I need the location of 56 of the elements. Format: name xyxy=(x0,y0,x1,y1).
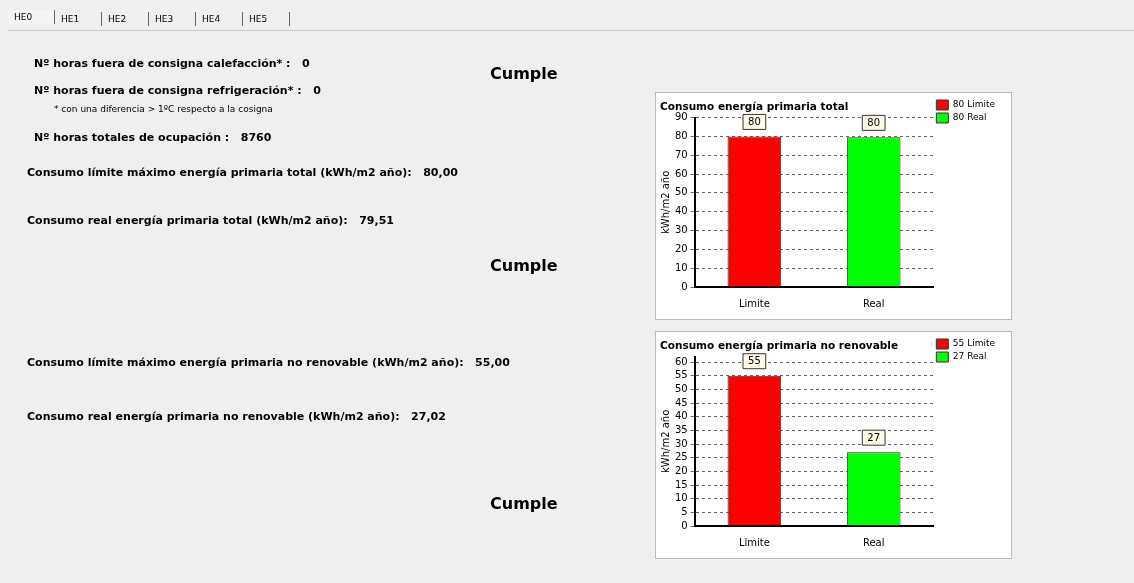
y-tick-label: 0 xyxy=(681,519,688,531)
text: Cumple xyxy=(490,64,558,83)
chart-title: Consumo energía primaria no renovable xyxy=(660,339,899,352)
x-tick-label: Real xyxy=(862,536,885,548)
y-tick-label: 40 xyxy=(674,410,688,422)
y-tick-label: 20 xyxy=(674,242,688,254)
y-tick-label: 0 xyxy=(681,280,688,292)
x-tick-label: Limite xyxy=(738,297,770,309)
y-axis-title: kWh/m2 año xyxy=(659,170,671,234)
legend-label: 27 Real xyxy=(952,351,987,362)
text: Consumo límite máximo energía primaria total (kWh/m2 año): 80,00 xyxy=(27,166,458,179)
text: Cumple xyxy=(490,494,558,513)
y-tick-label: 80 xyxy=(674,130,688,142)
data-label: 80 xyxy=(748,116,761,128)
y-tick-label: 70 xyxy=(674,148,688,160)
y-tick-label: 25 xyxy=(674,451,688,463)
y-tick-label: 10 xyxy=(674,261,688,273)
text: Nº horas totales de ocupación : 8760 xyxy=(34,131,272,144)
text: HE5 xyxy=(243,12,290,26)
y-tick-label: 45 xyxy=(674,396,688,408)
text: Consumo límite máximo energía primaria no renovable (kWh/m2 año): 55,00 xyxy=(27,356,510,369)
data-label: 27 xyxy=(867,431,881,443)
text: Nº horas fuera de consigna refrigeración* : 0 xyxy=(34,84,321,97)
x-tick-label: Limite xyxy=(738,536,770,548)
y-tick-label: 50 xyxy=(674,382,688,394)
chart-title: Consumo energía primaria total xyxy=(660,100,849,113)
y-tick-label: 5 xyxy=(681,505,688,517)
y-tick-label: 50 xyxy=(674,186,688,198)
y-tick-label: 40 xyxy=(674,205,688,217)
text: * con una diferencia > 1ºC respecto a la cosigna xyxy=(54,104,273,114)
y-tick-label: 60 xyxy=(674,167,688,179)
legend-label: 55 Limite xyxy=(952,338,996,349)
text: HE2 xyxy=(102,12,149,26)
text: Nº horas fuera de consigna calefacción* : 0 xyxy=(34,57,310,70)
y-axis-title: kWh/m2 año xyxy=(659,409,671,473)
text: HE4 xyxy=(196,12,243,26)
y-tick-label: 35 xyxy=(674,423,688,435)
legend-label: 80 Limite xyxy=(952,99,996,110)
y-tick-label: 30 xyxy=(674,224,688,236)
y-tick-label: 30 xyxy=(674,437,688,449)
text: Cumple xyxy=(490,256,558,275)
legend-label: 80 Real xyxy=(952,112,987,123)
data-label: 80 xyxy=(867,116,881,128)
y-tick-label: 10 xyxy=(674,492,688,504)
text: HE0 xyxy=(8,10,55,24)
text: Consumo real energía primaria total (kWh/m2 año): 79,51 xyxy=(27,214,394,227)
data-label: 55 xyxy=(748,355,761,367)
y-tick-label: 60 xyxy=(674,355,688,367)
text: Consumo real energía primaria no renovable (kWh/m2 año): 27,02 xyxy=(27,410,446,423)
y-tick-label: 20 xyxy=(674,464,688,476)
y-tick-label: 55 xyxy=(674,369,688,381)
y-tick-label: 15 xyxy=(674,478,688,490)
y-tick-label: 90 xyxy=(674,111,688,123)
text: HE1 xyxy=(55,12,102,26)
text: HE3 xyxy=(149,12,196,26)
x-tick-label: Real xyxy=(862,297,885,309)
